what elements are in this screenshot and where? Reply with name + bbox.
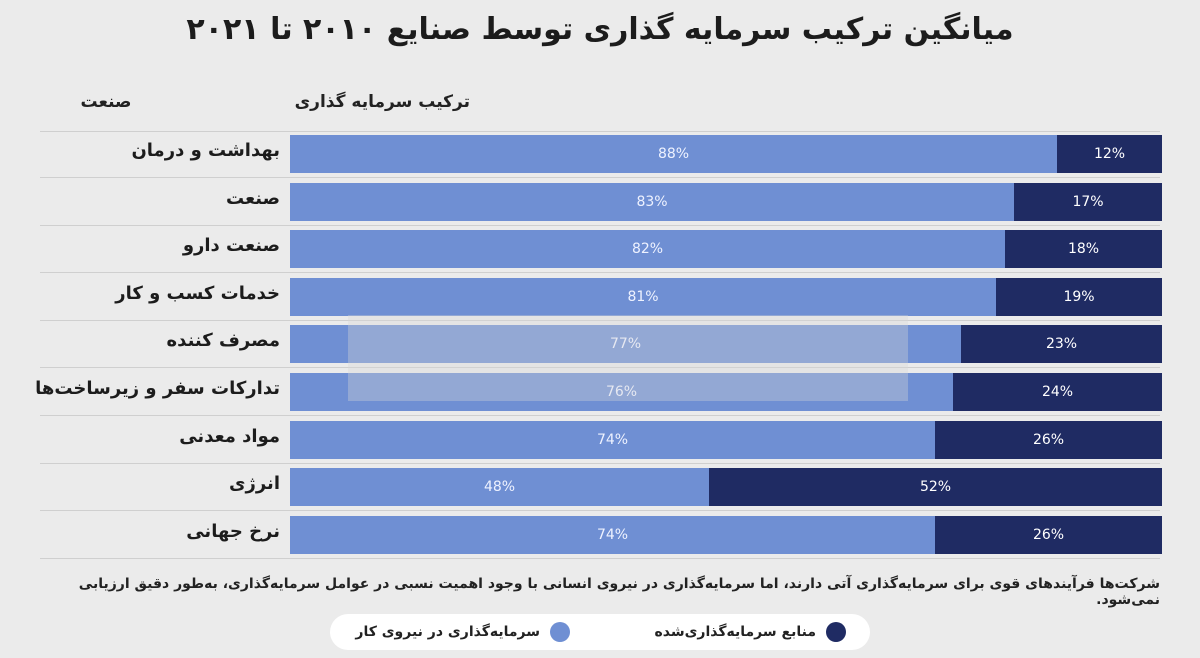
category-label: خدمات کسب و کار [115,283,280,304]
footnote: شرکت‌ها فرآیندهای قوی برای سرمایه‌گذاری … [78,576,1160,608]
legend: سرمایه‌گذاری در نیروی کار منابع سرمایه‌گ… [330,614,870,650]
bar-invested: 18% [1005,230,1162,268]
value-label-invested: 52% [919,479,952,495]
value-label-invested: 18% [1067,241,1100,257]
legend-item-invested: منابع سرمایه‌گذاری‌شده [654,614,846,650]
category-label: تدارکات سفر و زیرساخت‌ها [35,378,280,399]
row-separator [40,320,1160,321]
legend-item-labor: سرمایه‌گذاری در نیروی کار [355,614,570,650]
row-separator [40,131,1160,132]
legend-label-labor: سرمایه‌گذاری در نیروی کار [355,624,540,640]
value-label-invested: 17% [1072,194,1104,210]
category-label: صنعت دارو [182,235,280,256]
category-label: مواد معدنی [179,426,280,447]
value-label-labor: 74% [596,527,629,543]
value-label-invested: 12% [1093,146,1126,162]
value-label-labor: 76% [605,384,638,400]
bar-row: 82% 18% [290,230,1162,268]
value-label-labor: 77% [609,336,642,352]
value-label-labor: 74% [596,432,629,448]
value-label-invested: 26% [1032,527,1065,543]
bar-invested: 52% [709,468,1162,506]
row-separator [40,272,1160,273]
value-label-invested: 24% [1041,384,1074,400]
category-label: بهداشت و درمان [131,140,280,161]
bar-invested: 26% [935,421,1162,459]
bar-labor: 82% [290,230,1005,268]
bar-row: 77% 23% [290,325,1162,363]
value-label-labor: 83% [636,194,668,210]
bar-labor: 88% [290,135,1057,173]
category-label: مصرف کننده [166,330,280,351]
row-separator [40,510,1160,511]
row-separator [40,177,1160,178]
legend-swatch-invested [826,622,846,642]
value-label-labor: 82% [631,241,664,257]
row-separator [40,558,1160,559]
bar-labor: 83% [290,183,1014,221]
row-separator [40,225,1160,226]
bar-invested: 24% [953,373,1162,411]
bar-invested: 19% [996,278,1162,316]
bar-labor: 76% [290,373,953,411]
bar-invested: 23% [961,325,1162,363]
value-label-invested: 26% [1032,432,1065,448]
value-label-labor: 88% [657,146,690,162]
bar-row: 76% 24% [290,373,1162,411]
bar-labor: 77% [290,325,961,363]
row-separator [40,463,1160,464]
bar-row: 81% 19% [290,278,1162,316]
category-label: صنعت [226,188,280,209]
bar-labor: 74% [290,516,935,554]
legend-swatch-labor [550,622,570,642]
value-label-labor: 81% [627,289,659,305]
chart-title: میانگین ترکیب سرمایه گذاری توسط صنایع ۲۰… [186,12,1014,47]
bar-row: 88% 12% [290,135,1162,173]
category-label: نرخ جهانی [186,521,280,542]
bar-row: 83% 17% [290,183,1162,221]
industry-column-header: صنعت [80,92,132,112]
bar-row: 48% 52% [290,468,1162,506]
bar-labor: 81% [290,278,996,316]
bar-row: 74% 26% [290,516,1162,554]
row-separator [40,415,1160,416]
value-label-labor: 48% [483,479,516,495]
value-label-invested: 23% [1045,336,1078,352]
value-label-invested: 19% [1063,289,1095,305]
bar-labor: 74% [290,421,935,459]
row-separator [40,367,1160,368]
category-label: انرژی [229,473,280,494]
bar-invested: 12% [1057,135,1162,173]
bar-labor: 48% [290,468,709,506]
bar-row: 74% 26% [290,421,1162,459]
legend-label-invested: منابع سرمایه‌گذاری‌شده [654,624,816,640]
composition-column-header: ترکیب سرمایه گذاری [294,92,470,112]
bar-invested: 17% [1014,183,1162,221]
bar-invested: 26% [935,516,1162,554]
